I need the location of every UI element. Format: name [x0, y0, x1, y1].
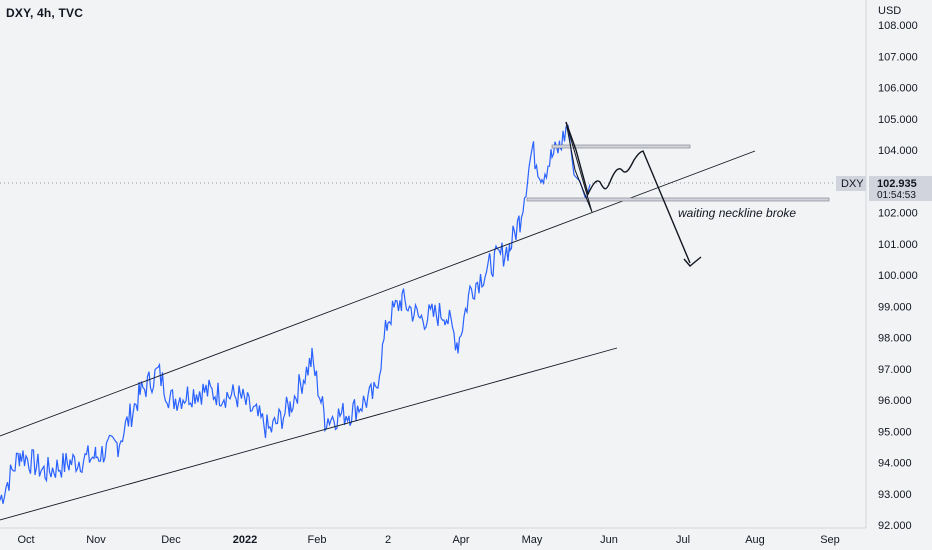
y-tick-label: 92.000: [878, 520, 912, 532]
y-tick-label: 94.000: [878, 458, 912, 470]
symbol-label-bg: [836, 176, 866, 191]
price-label-bg: [869, 176, 932, 201]
x-axis: Oct Nov Dec 2022 Feb 2 Apr May Jun Jul Aug Sep: [17, 534, 839, 546]
projected-path: [565, 121, 691, 264]
y-tick-label: 104.000: [878, 145, 918, 157]
x-tick-label: Oct: [17, 534, 34, 546]
x-tick-label: Sep: [820, 534, 840, 546]
pattern-wedge: [565, 121, 593, 213]
currency-label: USD: [878, 5, 901, 17]
arrow-head-icon: [683, 256, 702, 267]
x-tick-label: Nov: [86, 534, 106, 546]
y-tick-label: 108.000: [878, 20, 918, 32]
y-tick-label: 105.000: [878, 114, 918, 126]
y-axis: 108.000107.000106.000105.000104.000103.0…: [878, 20, 918, 532]
x-tick-label: Feb: [308, 534, 327, 546]
y-tick-label: 101.000: [878, 239, 918, 251]
y-tick-label: 98.000: [878, 333, 912, 345]
annotation-text: waiting neckline broke: [678, 206, 796, 220]
x-tick-label: 2022: [233, 534, 257, 546]
resistance-level: [551, 144, 691, 149]
current-price: 102.935: [877, 178, 917, 190]
y-tick-label: 97.000: [878, 364, 912, 376]
y-tick-label: 102.000: [878, 208, 918, 220]
x-tick-label: May: [522, 534, 543, 546]
x-tick-label: Apr: [452, 534, 469, 546]
symbol-label: DXY: [841, 178, 864, 190]
bar-countdown: 01:54:53: [877, 190, 916, 201]
x-tick-label: Aug: [745, 534, 765, 546]
x-tick-label: Jun: [600, 534, 618, 546]
price-series: [0, 124, 591, 504]
y-tick-label: 95.000: [878, 426, 912, 438]
upper-trendline: [0, 150, 756, 437]
y-tick-label: 99.000: [878, 301, 912, 313]
y-tick-label: 100.000: [878, 270, 918, 282]
neckline-level: [526, 197, 830, 202]
y-tick-label: 93.000: [878, 489, 912, 501]
x-tick-label: 2: [385, 534, 391, 546]
y-tick-label: 107.000: [878, 51, 918, 63]
pattern-wedge-edge: [565, 121, 576, 171]
chart-title: DXY, 4h, TVC: [6, 6, 84, 20]
y-tick-label: 96.000: [878, 395, 912, 407]
y-tick-label: 106.000: [878, 83, 918, 95]
x-tick-label: Jul: [676, 534, 690, 546]
lower-trendline: [0, 347, 618, 521]
x-tick-label: Dec: [161, 534, 181, 546]
